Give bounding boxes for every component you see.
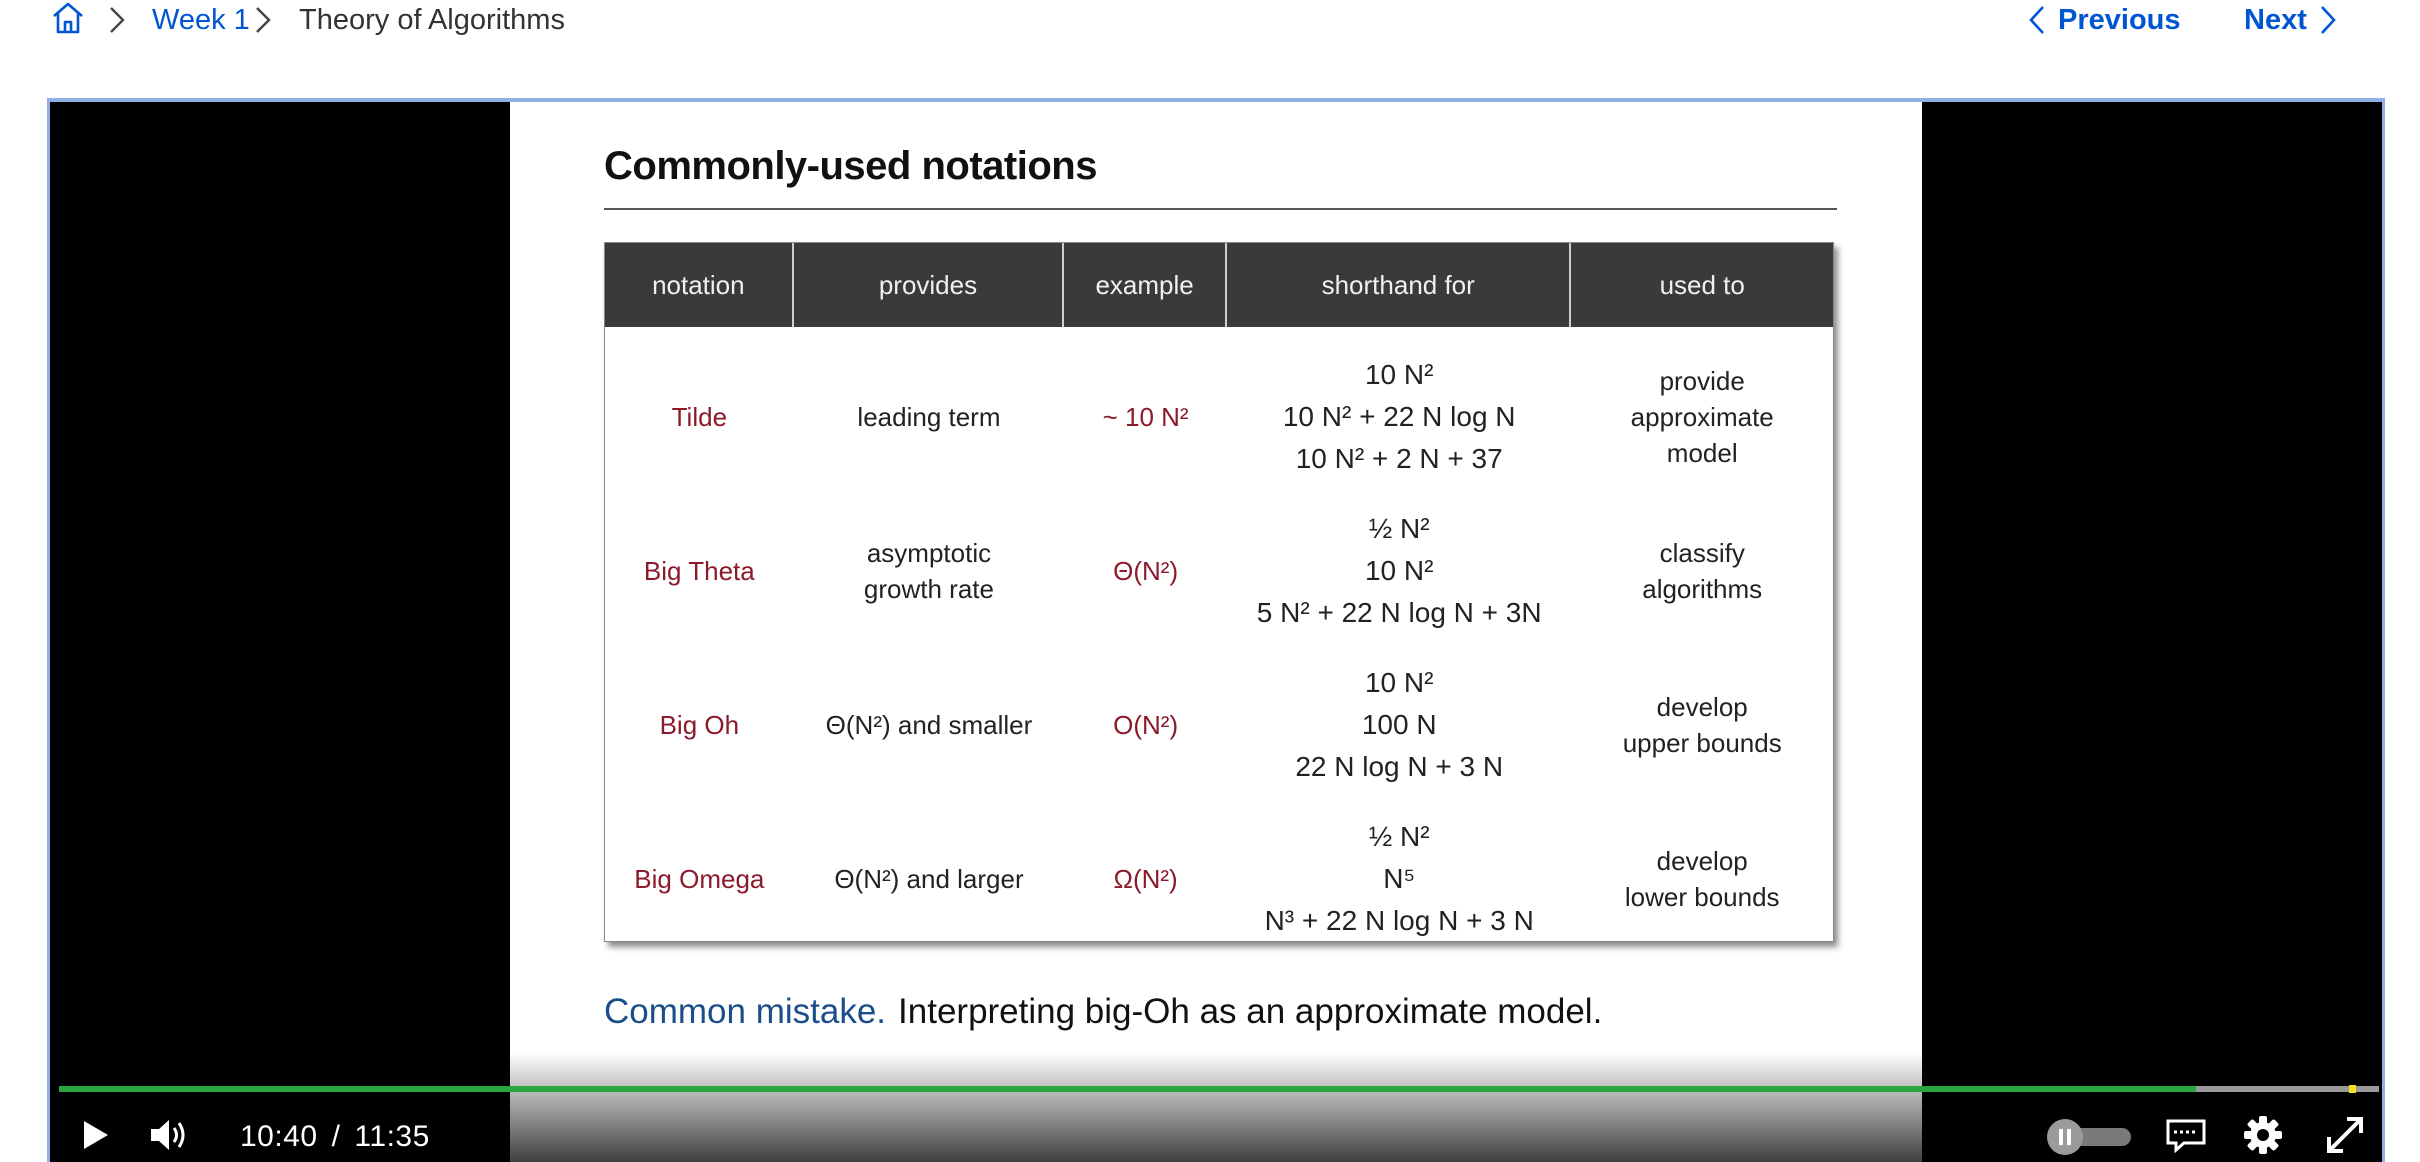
- cell-line: develop: [1656, 692, 1748, 722]
- cell-line: 100 N: [1361, 709, 1437, 740]
- cell-line: 5 N² + 22 N log N + 3N: [1256, 597, 1542, 628]
- cell-line: Θ(N²) and smaller: [825, 710, 1033, 740]
- seek-bar-marker: [2348, 1085, 2356, 1093]
- settings-button[interactable]: [2243, 1107, 2283, 1162]
- title-divider: [604, 208, 1837, 210]
- provides-cell: leading term: [794, 341, 1065, 493]
- slide-title: Commonly-used notations: [604, 144, 1097, 188]
- cell-line: develop: [1656, 846, 1748, 876]
- notation-cell: Tilde: [671, 402, 728, 432]
- used-to-cell: develop upper bounds: [1571, 649, 1833, 801]
- seek-bar-progress: [59, 1086, 2196, 1092]
- previous-label: Previous: [2058, 3, 2181, 36]
- chevron-left-icon: [2028, 4, 2046, 36]
- chevron-right-icon: [2319, 4, 2337, 36]
- cell-line: ½ N²: [1368, 821, 1430, 852]
- play-icon: [78, 1118, 112, 1157]
- cell-line: algorithms: [1642, 574, 1763, 604]
- time-separator: /: [331, 1120, 341, 1153]
- fullscreen-icon: [2325, 1115, 2365, 1160]
- example-cell: Ω(N²): [1113, 864, 1178, 894]
- cell-line: 10 N² + 22 N log N: [1282, 401, 1516, 432]
- cell-line: ½ N²: [1368, 513, 1430, 544]
- video-frame-slide: Commonly-used notations notation provide…: [510, 102, 1922, 1162]
- cell-line: N³ + 22 N log N + 3 N: [1264, 905, 1534, 936]
- table-header: notation provides example shorthand for …: [605, 243, 1833, 327]
- provides-cell: asymptotic growth rate: [794, 495, 1065, 647]
- time-display: 10:40 / 11:35: [240, 1107, 430, 1162]
- used-to-cell: develop lower bounds: [1571, 803, 1833, 955]
- notations-table: notation provides example shorthand for …: [604, 242, 1834, 942]
- volume-button[interactable]: [148, 1107, 192, 1162]
- column-header: provides: [794, 243, 1065, 327]
- current-time: 10:40: [240, 1120, 318, 1153]
- notation-cell: Big Omega: [634, 864, 765, 894]
- cell-line: Θ(N²) and larger: [834, 864, 1024, 894]
- table-row: Big Theta asymptotic growth rate Θ(N²) ½…: [605, 495, 1833, 647]
- home-icon[interactable]: [50, 0, 86, 38]
- shorthand-cell: ½ N² N⁵ N³ + 22 N log N + 3 N: [1227, 803, 1571, 955]
- shorthand-cell: 10 N² 10 N² + 22 N log N 10 N² + 2 N + 3…: [1227, 341, 1571, 493]
- captions-icon: [2164, 1117, 2208, 1158]
- cell-line: 22 N log N + 3 N: [1295, 751, 1504, 782]
- cell-line: approximate: [1630, 402, 1774, 432]
- example-cell: O(N²): [1113, 710, 1179, 740]
- cell-line: 10 N²: [1364, 667, 1434, 698]
- column-header: shorthand for: [1227, 243, 1572, 327]
- shorthand-cell: ½ N² 10 N² 5 N² + 22 N log N + 3N: [1227, 495, 1571, 647]
- example-cell: Θ(N²): [1113, 556, 1179, 586]
- cell-line: 10 N² + 2 N + 37: [1295, 443, 1503, 474]
- speed-toggle[interactable]: [2045, 1107, 2135, 1162]
- cell-line: 10 N²: [1364, 359, 1434, 390]
- settings-icon: [2243, 1115, 2283, 1160]
- cell-line: leading term: [857, 402, 1001, 432]
- column-header: example: [1064, 243, 1227, 327]
- cell-line: 10 N²: [1364, 555, 1434, 586]
- previous-button[interactable]: Previous: [2028, 0, 2181, 40]
- table-row: Big Oh Θ(N²) and smaller O(N²) 10 N² 100…: [605, 649, 1833, 801]
- cell-line: classify: [1659, 538, 1745, 568]
- table-row: Tilde leading term ~ 10 N² 10 N² 10 N² +…: [605, 341, 1833, 493]
- cell-line: upper bounds: [1622, 728, 1782, 758]
- table-row: Big Omega Θ(N²) and larger Ω(N²) ½ N² N⁵…: [605, 803, 1833, 955]
- cell-line: model: [1666, 438, 1738, 468]
- captions-button[interactable]: [2164, 1107, 2208, 1162]
- cell-line: N⁵: [1383, 863, 1416, 894]
- controls-gradient: [50, 1052, 2382, 1162]
- next-button[interactable]: Next: [2244, 0, 2337, 40]
- provides-cell: Θ(N²) and smaller: [794, 649, 1065, 801]
- next-label: Next: [2244, 3, 2307, 36]
- cell-line: provide: [1659, 366, 1745, 396]
- provides-cell: Θ(N²) and larger: [794, 803, 1065, 955]
- used-to-cell: classify algorithms: [1571, 495, 1833, 647]
- volume-icon: [148, 1117, 192, 1158]
- column-header: notation: [605, 243, 794, 327]
- column-header: used to: [1659, 269, 1745, 300]
- example-cell: ~ 10 N²: [1102, 402, 1189, 432]
- mistake-lead: Common mistake.: [604, 992, 887, 1031]
- notation-cell: Big Oh: [659, 710, 740, 740]
- cell-line: lower bounds: [1624, 882, 1780, 912]
- fullscreen-button[interactable]: [2325, 1107, 2365, 1162]
- play-button[interactable]: [78, 1107, 112, 1162]
- cell-line: asymptotic: [866, 538, 992, 568]
- mistake-text: Interpreting big-Oh as an approximate mo…: [898, 992, 1603, 1031]
- used-to-cell: provide approximate model: [1571, 341, 1833, 493]
- common-mistake-note: Common mistake. Interpreting big-Oh as an…: [604, 992, 1602, 1032]
- top-navigation-bar: Week 1 Theory of Algorithms Previous Nex…: [0, 0, 2420, 100]
- chevron-right-icon: [254, 0, 272, 40]
- chevron-right-icon: [108, 0, 126, 40]
- shorthand-cell: 10 N² 100 N 22 N log N + 3 N: [1227, 649, 1571, 801]
- duration: 11:35: [354, 1120, 430, 1153]
- notation-cell: Big Theta: [643, 556, 755, 586]
- cell-line: growth rate: [863, 574, 994, 604]
- seek-bar[interactable]: [59, 1085, 2379, 1093]
- breadcrumb-week-link[interactable]: Week 1: [152, 3, 250, 36]
- breadcrumb-current-page: Theory of Algorithms: [299, 3, 565, 36]
- video-player[interactable]: Commonly-used notations notation provide…: [47, 98, 2385, 1162]
